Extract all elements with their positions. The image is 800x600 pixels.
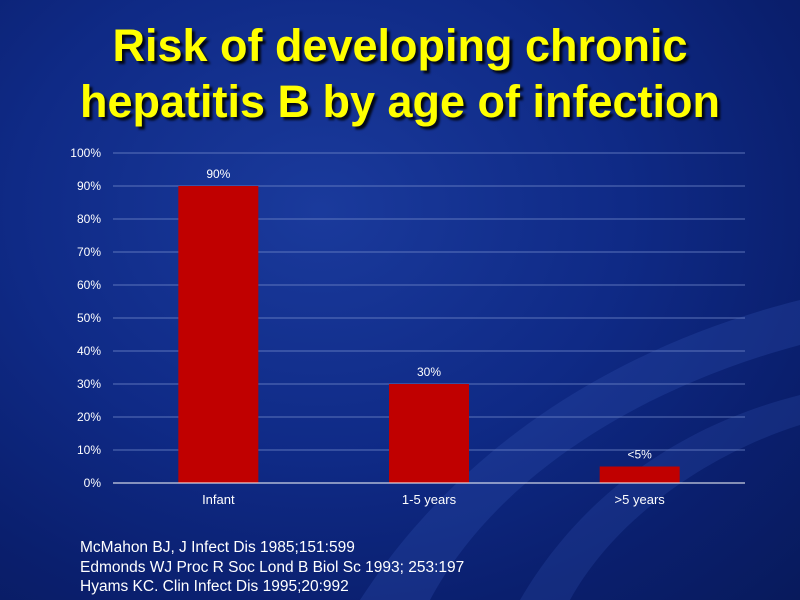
x-tick-label: 1-5 years <box>402 492 457 507</box>
slide-title-line-2: hepatitis B by age of infection <box>79 76 721 127</box>
x-tick-label: Infant <box>202 492 235 507</box>
reference-2: Edmonds WJ Proc R Soc Lond B Biol Sc 199… <box>80 558 465 576</box>
slide-title-line-1: Risk of developing chronic <box>112 20 688 71</box>
y-tick-label: 40% <box>77 344 101 358</box>
bar <box>389 384 469 483</box>
y-tick-label: 20% <box>77 410 101 424</box>
reference-3: Hyams KC. Clin Infect Dis 1995;20:992 <box>80 578 349 595</box>
reference-1: McMahon BJ, J Infect Dis 1985;151:599 <box>80 539 355 556</box>
data-label: <5% <box>627 448 652 462</box>
data-label: 30% <box>417 365 441 379</box>
y-tick-label: 50% <box>77 311 101 325</box>
y-tick-label: 30% <box>77 377 101 391</box>
bar <box>599 466 680 483</box>
y-tick-label: 80% <box>77 212 101 226</box>
slide-title: Risk of developing chronic hepatitis B b… <box>20 18 780 130</box>
y-tick-label: 0% <box>84 476 102 490</box>
y-tick-label: 60% <box>77 278 101 292</box>
x-tick-label: >5 years <box>615 492 666 507</box>
bar <box>178 186 259 483</box>
data-label: 90% <box>206 167 230 181</box>
references: McMahon BJ, J Infect Dis 1985;151:599 Ed… <box>80 538 464 597</box>
y-tick-label: 90% <box>77 179 101 193</box>
y-tick-label: 10% <box>77 443 101 457</box>
y-tick-label: 70% <box>77 245 101 259</box>
y-tick-label: 100% <box>70 146 101 160</box>
